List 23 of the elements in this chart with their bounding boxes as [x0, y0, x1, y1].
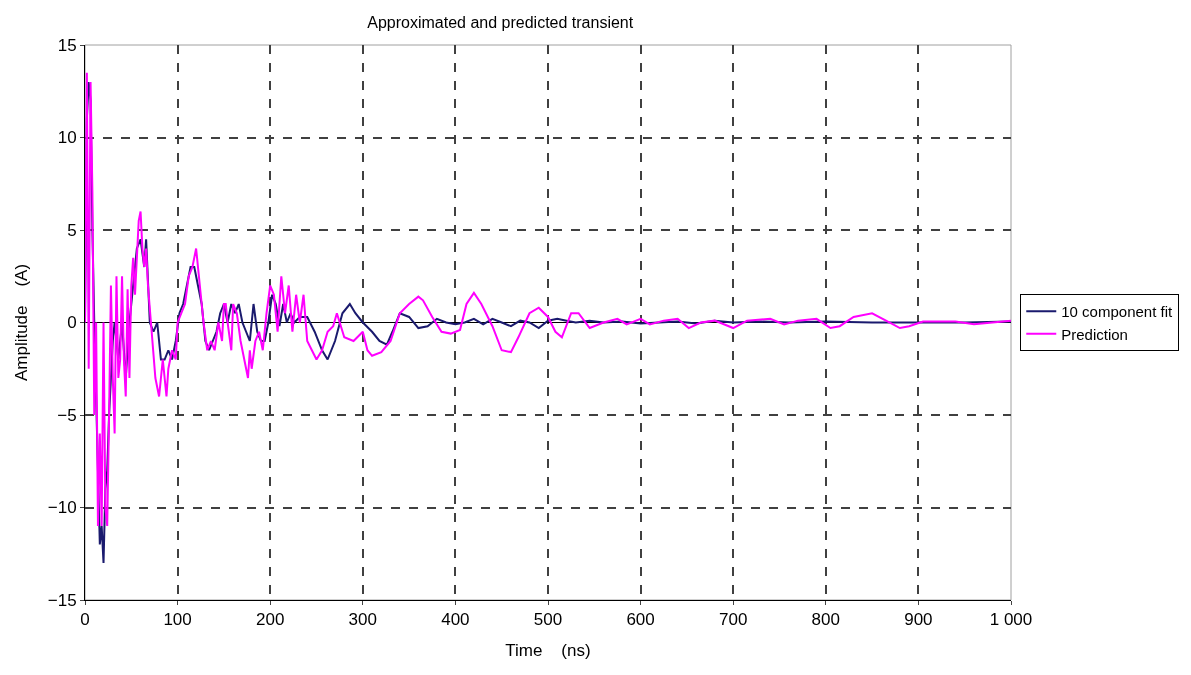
x-tick-label: 300 [348, 610, 377, 630]
x-tick-label: 500 [533, 610, 563, 630]
y-axis-title: Amplitude (A) [12, 263, 32, 382]
x-tick-label: 900 [904, 610, 933, 630]
y-tick-label: −5 [57, 405, 77, 425]
x-tick-label: 700 [719, 610, 748, 630]
x-tick-label: 800 [811, 610, 840, 630]
x-tick-label: 0 [80, 610, 90, 630]
x-axis-title: Time (ns) [505, 640, 591, 660]
x-tick-label: 100 [163, 610, 192, 630]
x-tick-label: 600 [626, 610, 655, 630]
legend-label: Prediction [1061, 325, 1128, 343]
x-tick-label: 1 000 [989, 610, 1033, 630]
y-tick-label: −10 [47, 498, 77, 518]
x-tick-label: 200 [256, 610, 285, 630]
legend-label: 10 component fit [1061, 303, 1173, 321]
chart-title: Approximated and predicted transient [367, 14, 634, 32]
y-tick-label: 5 [67, 220, 77, 240]
y-tick-label: 10 [57, 128, 77, 148]
x-tick-label: 400 [441, 610, 470, 630]
y-tick-label: 0 [67, 313, 77, 333]
y-tick-label: −15 [47, 590, 77, 610]
y-tick-label: 15 [57, 35, 77, 55]
